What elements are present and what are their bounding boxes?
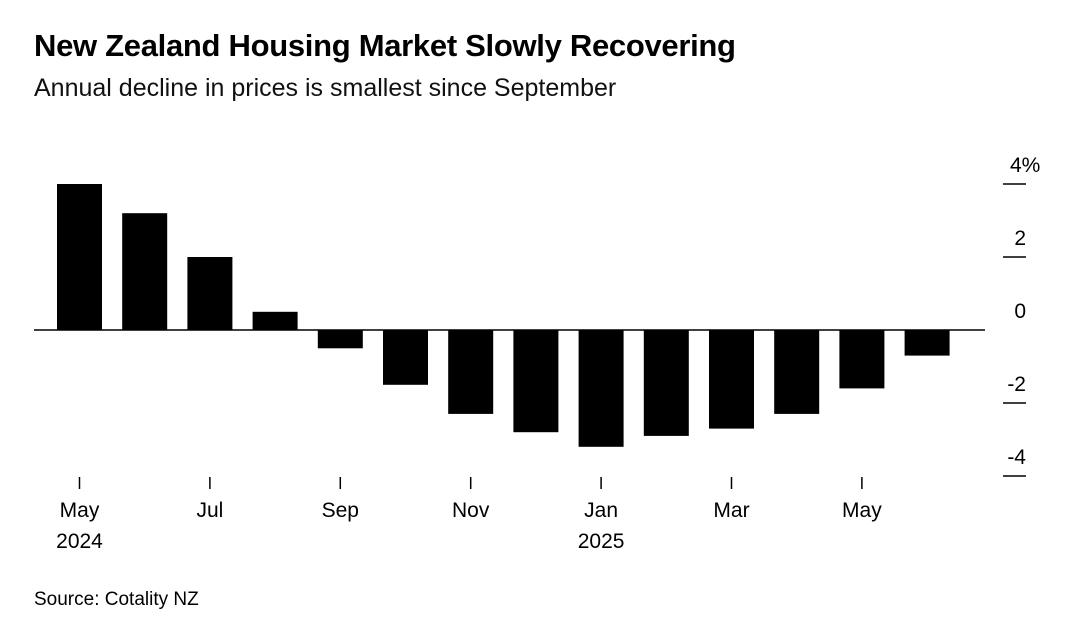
x-tick-label: Jan — [584, 499, 618, 522]
bar-aug-2024 — [252, 311, 298, 331]
x-year-label: 2024 — [56, 530, 103, 553]
bar-jun-2024 — [122, 213, 168, 330]
bar-feb-2025 — [643, 330, 689, 436]
bar-sep-2024 — [317, 330, 363, 349]
x-tick-label: Sep — [322, 499, 359, 522]
bar-jun-2025 — [904, 330, 950, 356]
bar-oct-2024 — [383, 330, 428, 385]
source-note: Source: Cotality NZ — [34, 589, 199, 610]
bar-mar-2025 — [709, 330, 754, 429]
x-year-label: 2025 — [578, 530, 625, 553]
y-tick-label: 0 — [1014, 300, 1026, 323]
bar-may-2025 — [839, 330, 885, 389]
bar-nov-2024 — [448, 330, 494, 414]
bar-jan-2025 — [578, 330, 624, 447]
y-tick-label: -2 — [1007, 373, 1026, 396]
chart-title: New Zealand Housing Market Slowly Recove… — [34, 28, 736, 63]
y-tick-label: -4 — [1007, 446, 1026, 469]
bar-apr-2025 — [774, 330, 820, 414]
y-tick-label: 2 — [1014, 227, 1026, 250]
x-tick-label: May — [60, 499, 100, 522]
bar-jul-2024 — [187, 257, 233, 330]
chart-subtitle: Annual decline in prices is smallest sin… — [34, 74, 617, 102]
x-tick-label: May — [842, 499, 882, 522]
bar-may-2024 — [57, 184, 102, 330]
x-tick-label: Jul — [196, 499, 223, 522]
y-tick-label: 4% — [1010, 154, 1040, 177]
x-tick-label: Nov — [452, 499, 490, 522]
bar-dec-2024 — [513, 330, 559, 433]
x-tick-label: Mar — [713, 499, 749, 522]
